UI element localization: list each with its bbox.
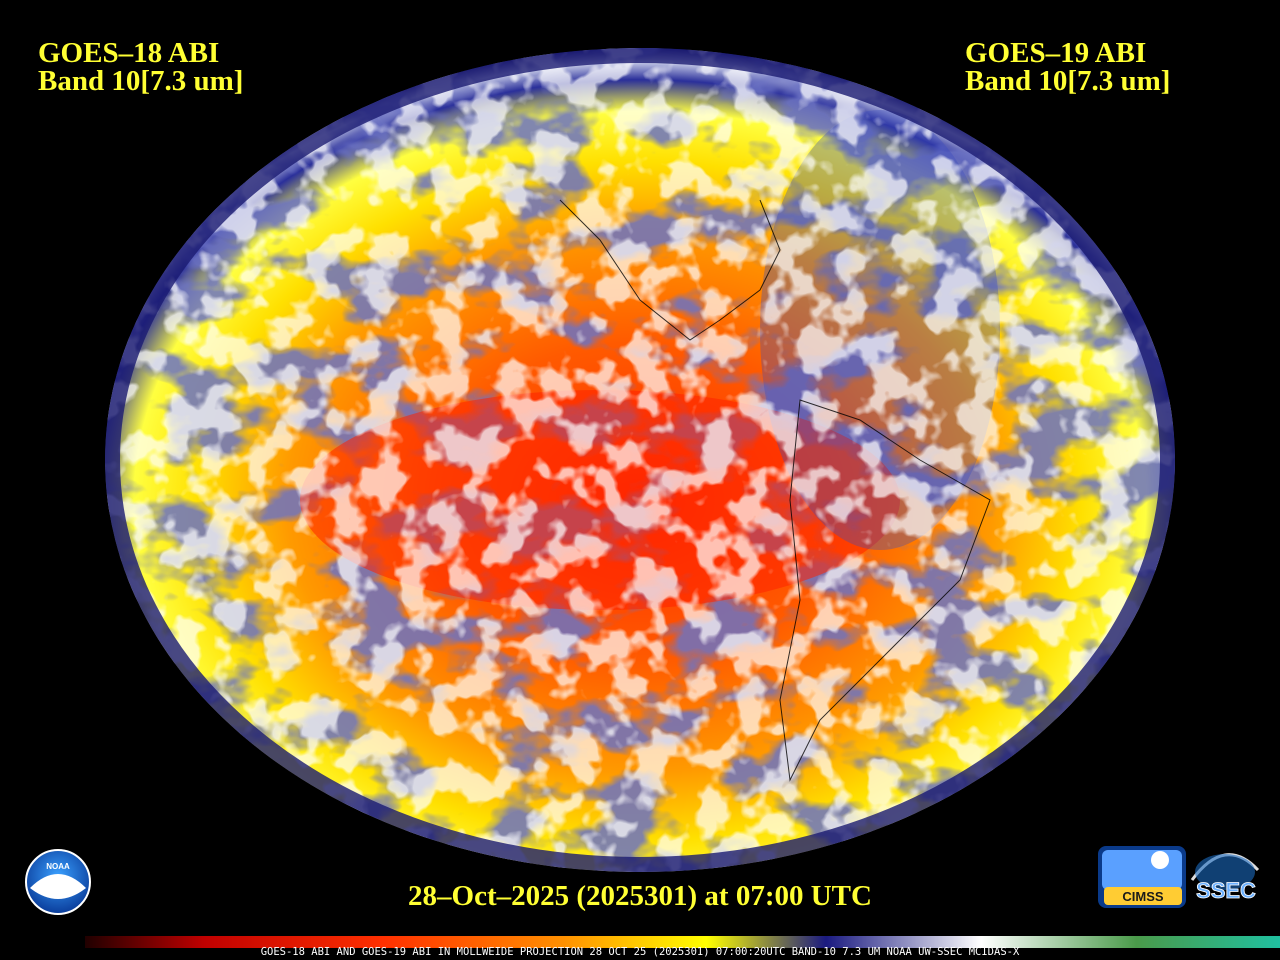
- color-bar: [85, 936, 1280, 948]
- ssec-logo: SSEC: [1190, 853, 1260, 903]
- noaa-text: NOAA: [46, 862, 70, 871]
- left-title: GOES–18 ABI: [38, 37, 219, 69]
- cimss-text: CIMSS: [1122, 889, 1164, 904]
- right-band: Band 10[7.3 um]: [965, 65, 1170, 97]
- noaa-logo: NOAA: [25, 849, 91, 915]
- globe: [105, 48, 1175, 872]
- left-band: Band 10[7.3 um]: [38, 65, 243, 97]
- ssec-text: SSEC: [1196, 878, 1256, 903]
- footer-caption: GOES-18 ABI AND GOES-19 ABI IN MOLLWEIDE…: [261, 946, 1020, 958]
- timestamp: 28–Oct–2025 (2025301) at 07:00 UTC: [408, 880, 872, 912]
- right-title: GOES–19 ABI: [965, 37, 1146, 69]
- cimss-logo: CIMSS: [1098, 846, 1186, 908]
